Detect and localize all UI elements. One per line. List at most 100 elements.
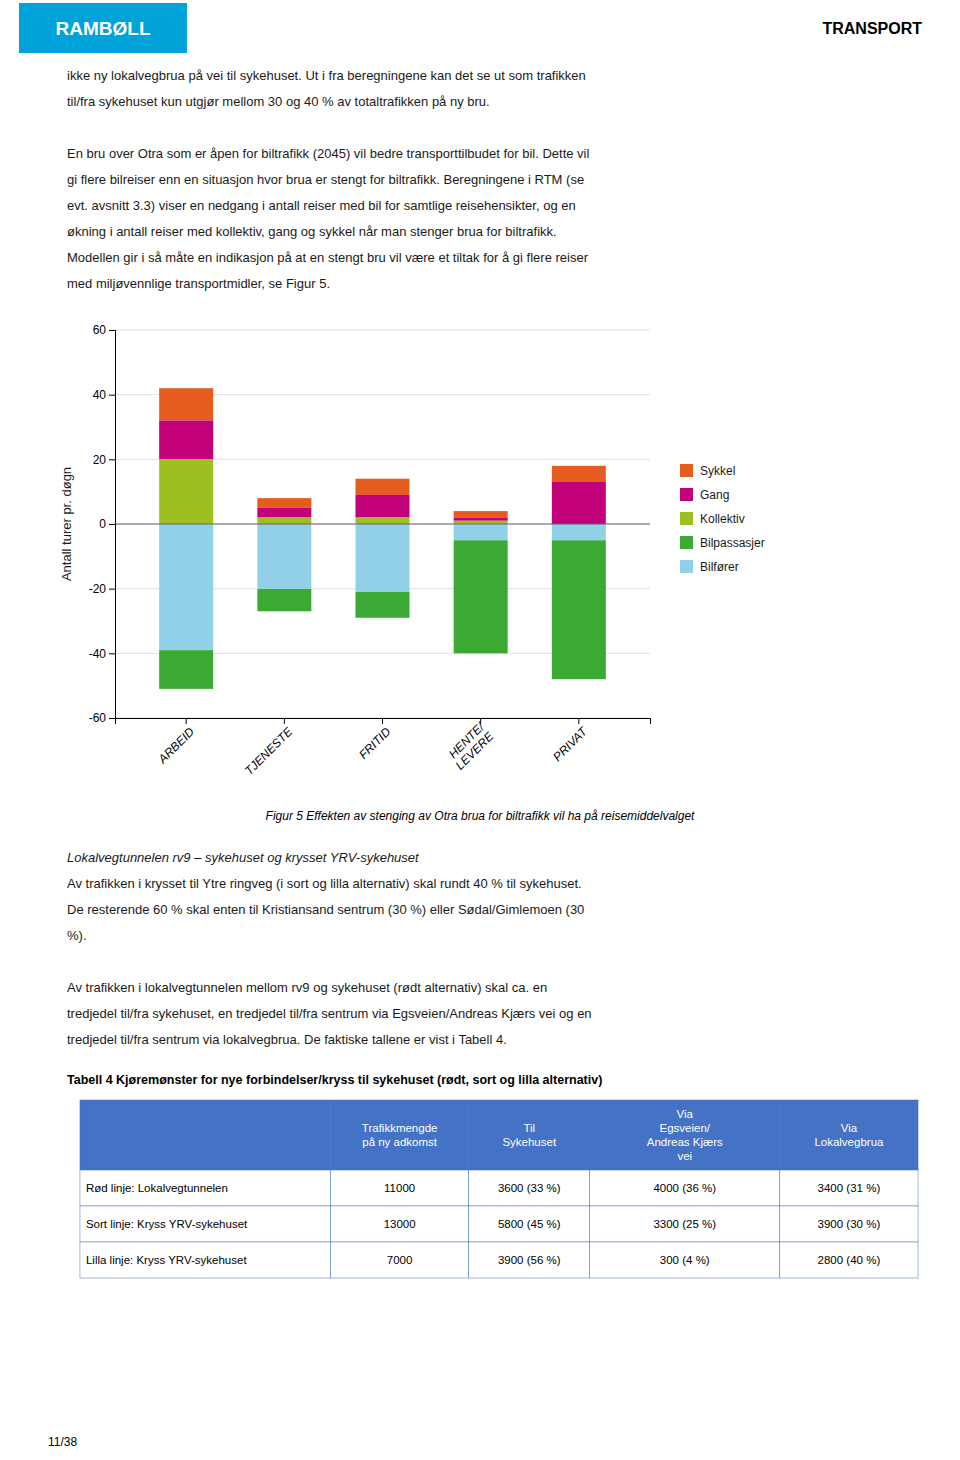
y-tick-mark: [109, 395, 115, 396]
bar-segment: [356, 479, 410, 495]
body-text: med miljøvennlige transportmidler, se Fi…: [67, 276, 330, 291]
table-cell: [331, 1242, 469, 1278]
bar-segment: [257, 498, 311, 508]
bar-segment: [552, 466, 606, 482]
table-header-cell: [80, 1100, 331, 1170]
legend: SykkelGangKollektivBilpassasjerBilfører: [680, 464, 765, 574]
x-tick-label: FRITID: [356, 724, 393, 761]
bar-segment: [356, 495, 410, 518]
bar-segment: [454, 511, 508, 517]
table-cell: [469, 1170, 590, 1206]
bar-segment: [552, 540, 606, 679]
bars: [159, 388, 606, 689]
table-cell-text: 3900 (56 %): [498, 1254, 561, 1266]
body-text: tredjedel til/fra sykehuset, en tredjede…: [67, 1006, 592, 1021]
legend-label: Sykkel: [700, 464, 735, 478]
body-heading: Lokalvegtunnelen rv9 – sykehuset og krys…: [67, 850, 420, 865]
table-cell-text: Lilla linje: Kryss YRV-sykehuset: [86, 1254, 247, 1266]
x-tick: HENTE/LEVERE: [444, 718, 498, 773]
body-text: evt. avsnitt 3.3) viser en nedgang i ant…: [67, 198, 576, 213]
table-cell: [469, 1206, 590, 1242]
x-tick-mark: [480, 718, 481, 724]
zero-line: [115, 524, 650, 525]
bar-segment: [552, 482, 606, 524]
x-tick: PRIVAT: [550, 718, 591, 764]
x-tick-label: HENTE/LEVERE: [444, 719, 498, 773]
y-tick: -60: [89, 711, 115, 725]
x-axis: ARBEID TJENESTE FRITID HENTE/LEVERE PRIVAT: [116, 718, 651, 778]
bar-segment: [454, 524, 508, 540]
bar-segment: [356, 592, 410, 618]
legend-swatch: [680, 464, 693, 477]
table-cell-text: 300 (4 %): [660, 1254, 710, 1266]
body-text: Av trafikken i krysset til Ytre ringveg …: [67, 876, 582, 891]
bar-series: [159, 421, 606, 524]
grid-line: [115, 330, 650, 331]
legend-swatch: [680, 560, 693, 573]
body-text: Modellen gir i så måte en indikasjon på …: [67, 250, 589, 265]
y-tick-mark: [109, 718, 115, 719]
body-text: økning i antall reiser med kollektiv, ga…: [67, 224, 557, 239]
legend-label: Gang: [700, 488, 729, 502]
table-header-cell: [780, 1100, 918, 1170]
y-tick-label: 20: [93, 453, 107, 467]
y-tick-label: 0: [99, 517, 106, 531]
bar-segment: [159, 650, 213, 689]
x-tick-label: ARBEID: [155, 724, 197, 766]
x-tick: TJENESTE: [242, 718, 296, 778]
x-tick: FRITID: [356, 718, 393, 762]
table-cell: [590, 1170, 780, 1206]
bar-series: [159, 459, 507, 524]
y-tick-mark: [109, 330, 115, 331]
table-cell: [80, 1206, 331, 1242]
y-tick-mark: [109, 524, 115, 525]
body-text: tredjedel til/fra sentrum via lokalvegbr…: [67, 1032, 507, 1047]
x-tick-mark: [578, 718, 579, 724]
table-cell: [469, 1242, 590, 1278]
x-tick-label: PRIVAT: [550, 723, 591, 764]
bar-segment: [159, 388, 213, 420]
table-header-cell: [469, 1100, 590, 1170]
table-header-text: ViaEgsveien/Andreas Kjærsvei: [647, 1108, 723, 1162]
y-tick-label: 40: [93, 388, 107, 402]
bar-segment: [257, 589, 311, 612]
y-axis-title: Antall turer pr. døgn: [59, 467, 74, 581]
body-text: En bru over Otra som er åpen for biltraf…: [67, 146, 590, 161]
y-tick: 20: [93, 453, 115, 467]
table-header-cell: [590, 1100, 780, 1170]
table-cell-text: Rød linje: Lokalvegtunnelen: [86, 1182, 228, 1194]
legend-swatch: [680, 488, 693, 501]
y-tick: 60: [93, 323, 115, 337]
table-cell-text: 7000: [387, 1254, 413, 1266]
table-header-cell: [331, 1100, 469, 1170]
table-cell: [590, 1206, 780, 1242]
bar-segment: [257, 508, 311, 518]
bar-segment: [454, 540, 508, 653]
table-cell: [780, 1170, 918, 1206]
x-tick-mark: [284, 718, 285, 724]
bar-segment: [356, 518, 410, 524]
caption: Figur 5 Effekten av stenging av Otra bru…: [266, 809, 696, 823]
y-tick-mark: [109, 459, 115, 460]
y-tick-label: 60: [93, 323, 107, 337]
table-cell-text: 2800 (40 %): [818, 1254, 881, 1266]
body-text: Av trafikken i lokalvegtunnelen mellom r…: [67, 980, 547, 995]
x-axis-line: [116, 719, 651, 725]
bar-segment: [159, 421, 213, 460]
table-title: Tabell 4 Kjøremønster for nye forbindels…: [67, 1073, 602, 1087]
table-cell: [590, 1242, 780, 1278]
y-axis: -60-40-200204060: [89, 323, 116, 725]
y-tick: 40: [93, 388, 115, 402]
y-tick-label: -60: [89, 711, 107, 725]
table-cell-text: 3900 (30 %): [818, 1218, 881, 1230]
x-tick-mark: [186, 718, 187, 724]
y-tick-label: -20: [89, 582, 107, 596]
table-header-text: Trafikkmengdepå ny adkomst: [362, 1122, 438, 1148]
bar-segment: [257, 524, 311, 589]
legend-label: Bilpassasjer: [700, 536, 765, 550]
y-tick: 0: [99, 517, 115, 531]
table-cell-text: 5800 (45 %): [498, 1218, 561, 1230]
table-header-text: ViaLokalvegbrua: [814, 1122, 884, 1148]
page: RAMBØLLTRANSPORTikke ny lokalvegbrua på …: [0, 0, 960, 1460]
y-tick-mark: [109, 589, 115, 590]
